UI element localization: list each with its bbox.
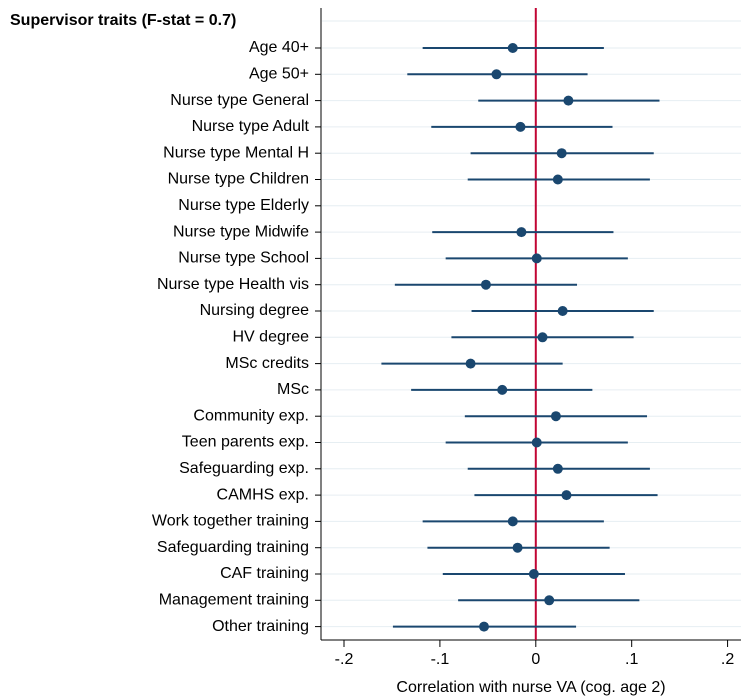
point-estimate bbox=[561, 490, 572, 501]
x-tick-label: .2 bbox=[721, 651, 734, 668]
point-estimate bbox=[479, 621, 490, 632]
point-estimate bbox=[537, 332, 548, 343]
y-tick-label: Nursing degree bbox=[200, 302, 310, 319]
y-tick-label: Nurse type Health vis bbox=[157, 276, 309, 293]
point-estimate bbox=[491, 69, 502, 80]
y-tick-label: Work together training bbox=[152, 513, 309, 530]
point-estimate bbox=[528, 569, 539, 579]
x-tick-label: -.2 bbox=[335, 651, 354, 668]
point-estimate bbox=[515, 121, 526, 132]
y-tick-label: Safeguarding exp. bbox=[179, 460, 309, 477]
y-tick-label: Nurse type School bbox=[178, 250, 309, 267]
point-estimate bbox=[516, 227, 527, 238]
x-tick-label: 0 bbox=[531, 651, 540, 668]
y-tick-label: Nurse type Midwife bbox=[173, 223, 309, 240]
y-tick-label: Nurse type General bbox=[170, 92, 309, 109]
point-estimate bbox=[556, 148, 567, 159]
y-tick-label: CAF training bbox=[220, 565, 309, 582]
y-tick-label: MSc bbox=[277, 381, 309, 398]
point-estimate bbox=[465, 358, 476, 369]
x-tick-label: .1 bbox=[625, 651, 638, 668]
point-estimate bbox=[507, 516, 518, 527]
y-tick-label: Teen parents exp. bbox=[182, 434, 309, 451]
y-tick-label: Nurse type Mental H bbox=[163, 144, 309, 161]
y-tick-label: Safeguarding training bbox=[157, 539, 309, 556]
x-axis-title: Correlation with nurse VA (cog. age 2) bbox=[396, 679, 665, 696]
y-tick-label: Management training bbox=[159, 592, 309, 609]
point-estimate bbox=[552, 174, 563, 185]
y-tick-label: Nurse type Adult bbox=[192, 118, 310, 135]
y-tick-label: Other training bbox=[212, 618, 309, 635]
y-tick-label: Nurse type Children bbox=[168, 171, 309, 188]
group-label: Supervisor traits (F-stat = 0.7) bbox=[10, 12, 236, 29]
point-estimate bbox=[550, 411, 561, 422]
x-tick-label: -.1 bbox=[431, 651, 450, 668]
point-estimate bbox=[563, 95, 574, 106]
y-tick-label: HV degree bbox=[233, 329, 310, 346]
point-estimate bbox=[512, 542, 523, 553]
point-estimate bbox=[480, 279, 491, 290]
point-estimate bbox=[557, 306, 568, 316]
y-tick-label: CAMHS exp. bbox=[217, 486, 309, 503]
point-estimate bbox=[531, 437, 542, 448]
point-estimate bbox=[497, 384, 508, 395]
y-tick-label: Community exp. bbox=[193, 407, 309, 424]
y-tick-label: MSc credits bbox=[225, 355, 309, 372]
point-estimate bbox=[552, 463, 563, 474]
y-tick-label: Age 40+ bbox=[249, 39, 309, 56]
point-estimate bbox=[507, 43, 518, 53]
y-tick-label: Age 50+ bbox=[249, 66, 309, 83]
point-estimate bbox=[531, 253, 542, 264]
point-estimate bbox=[544, 595, 555, 606]
y-tick-label: Nurse type Elderly bbox=[178, 197, 309, 214]
